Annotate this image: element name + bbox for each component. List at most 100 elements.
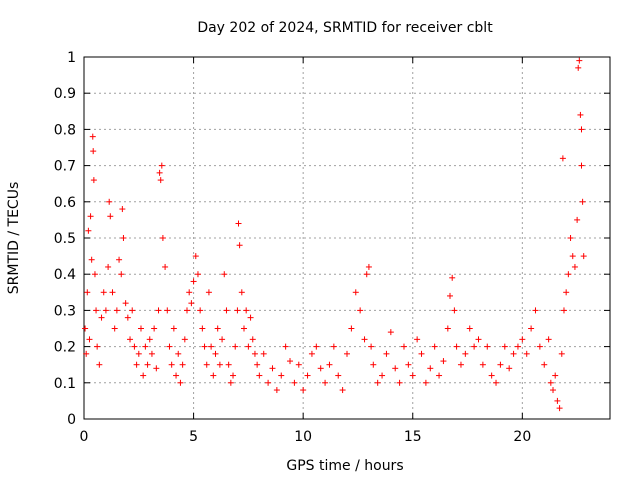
data-point <box>245 343 252 350</box>
data-point <box>571 263 578 270</box>
data-point <box>219 336 226 343</box>
data-point <box>558 350 565 357</box>
data-point <box>392 365 399 372</box>
data-point <box>563 289 570 296</box>
data-point <box>559 155 566 162</box>
data-point <box>212 350 219 357</box>
data-point <box>576 57 583 64</box>
data-point <box>87 213 94 220</box>
data-point <box>227 379 234 386</box>
data-point <box>205 289 212 296</box>
data-point <box>440 358 447 365</box>
data-point <box>510 350 517 357</box>
data-point <box>135 350 142 357</box>
data-point <box>221 271 228 278</box>
grid-layer <box>84 57 610 419</box>
data-point <box>175 350 182 357</box>
data-point <box>352 289 359 296</box>
y-tick-label: 1 <box>67 50 76 66</box>
data-point <box>109 289 116 296</box>
data-point <box>493 379 500 386</box>
data-point <box>383 350 390 357</box>
x-tick-label: 10 <box>294 429 312 445</box>
data-point <box>184 307 191 314</box>
data-point <box>158 162 165 169</box>
data-point <box>133 361 140 368</box>
data-point <box>179 361 186 368</box>
data-point <box>236 242 243 249</box>
data-point <box>88 256 95 263</box>
data-point <box>164 307 171 314</box>
data-point <box>251 350 258 357</box>
data-point <box>106 198 113 205</box>
data-point <box>282 343 289 350</box>
data-point <box>111 325 118 332</box>
data-point <box>514 343 521 350</box>
data-point <box>148 350 155 357</box>
data-point <box>339 387 346 394</box>
data-point <box>210 372 217 379</box>
data-point <box>579 198 586 205</box>
data-point <box>122 300 129 307</box>
y-tick-label: 0.4 <box>54 267 76 283</box>
tick-layer: 00.10.20.30.40.50.60.70.80.910 5 10 15 20 <box>54 50 610 445</box>
data-point <box>113 307 120 314</box>
data-point <box>447 292 454 299</box>
data-point <box>119 206 126 213</box>
data-point <box>560 307 567 314</box>
y-tick-label: 0.1 <box>54 376 76 392</box>
chart-title: Day 202 of 2024, SRMTID for receiver cbl… <box>197 20 493 36</box>
y-axis-label: SRMTID / TECUs <box>6 182 22 295</box>
data-point <box>547 379 554 386</box>
data-point <box>91 271 98 278</box>
data-point <box>243 307 250 314</box>
data-point <box>216 361 223 368</box>
x-axis-label: GPS time / hours <box>286 458 403 474</box>
data-point <box>96 361 103 368</box>
data-point <box>545 336 552 343</box>
data-point <box>153 365 160 372</box>
data-point <box>479 361 486 368</box>
data-point <box>84 289 91 296</box>
data-point <box>379 372 386 379</box>
data-point <box>256 372 263 379</box>
y-tick-label: 0.3 <box>54 303 76 319</box>
data-point <box>170 325 177 332</box>
data-point <box>462 350 469 357</box>
data-point <box>449 274 456 281</box>
data-point <box>208 343 215 350</box>
data-point <box>127 336 134 343</box>
data-point <box>567 235 574 241</box>
data-point <box>335 372 342 379</box>
data-point <box>451 307 458 314</box>
data-point <box>124 314 131 321</box>
data-point <box>322 379 329 386</box>
data-point <box>569 253 576 260</box>
data-point <box>94 343 101 350</box>
data-point <box>162 263 169 270</box>
y-tick-label: 0.2 <box>54 340 76 356</box>
x-tick-label: 20 <box>513 429 531 445</box>
data-point <box>427 365 434 372</box>
data-point <box>190 278 197 285</box>
data-point <box>142 343 149 350</box>
data-point <box>330 343 337 350</box>
data-point <box>260 350 267 357</box>
data-point <box>577 111 584 118</box>
data-point <box>357 307 364 314</box>
data-point <box>556 405 563 412</box>
data-point <box>89 133 96 140</box>
y-tick-label: 0.6 <box>54 195 76 211</box>
data-point <box>523 350 530 357</box>
data-point <box>400 343 407 350</box>
data-point <box>249 336 256 343</box>
data-point <box>107 213 114 220</box>
data-point <box>166 343 173 350</box>
data-point <box>214 325 221 332</box>
x-tick-label: 0 <box>80 429 89 445</box>
data-point <box>203 361 210 368</box>
data-point <box>223 307 230 314</box>
data-point <box>484 343 491 350</box>
data-point <box>317 365 324 372</box>
